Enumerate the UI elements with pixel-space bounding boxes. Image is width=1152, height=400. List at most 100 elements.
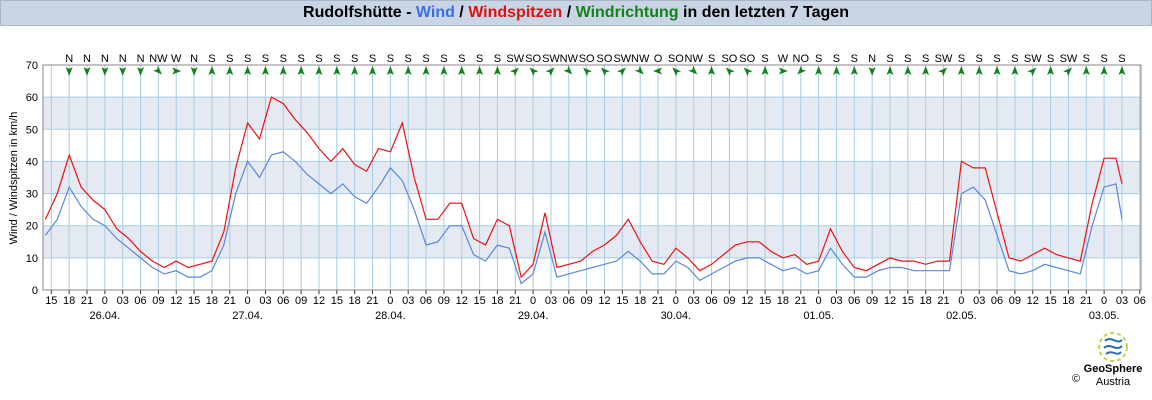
direction-arrow [458, 66, 466, 75]
direction-arrow [83, 67, 91, 76]
direction-arrow [1100, 66, 1108, 75]
direction-arrow [1011, 66, 1019, 75]
direction-label: S [815, 53, 822, 65]
direction-arrow [119, 67, 127, 76]
y-axis-label: Wind / Windspitzen in km/h [8, 112, 20, 245]
logo-icon [1098, 332, 1128, 362]
x-tick-label: 21 [509, 295, 521, 307]
y-tick-label: 50 [26, 124, 38, 136]
direction-label: S [351, 53, 358, 65]
direction-label: S [761, 53, 768, 65]
copyright: © [1072, 373, 1080, 385]
x-tick-label: 18 [491, 295, 503, 307]
title-part: in den letzten 7 Tagen [678, 4, 849, 21]
direction-label: NW [631, 53, 650, 65]
direction-label: S [333, 53, 340, 65]
direction-arrow [279, 66, 287, 75]
date-label: 29.04. [518, 310, 549, 322]
x-tick-label: 18 [63, 295, 75, 307]
direction-arrow [208, 66, 216, 75]
direction-arrow [904, 66, 912, 75]
date-label: 26.04. [90, 310, 121, 322]
direction-label: S [904, 53, 911, 65]
x-tick-label: 09 [295, 295, 307, 307]
direction-label: S [297, 53, 304, 65]
direction-label: SO [579, 53, 595, 65]
direction-label: S [886, 53, 893, 65]
chart-title: Rudolfshütte - Wind / Windspitzen / Wind… [0, 0, 1152, 26]
direction-label: S [851, 53, 858, 65]
direction-arrow [886, 66, 894, 75]
direction-label: N [868, 53, 876, 65]
direction-arrow [938, 67, 948, 77]
x-tick-label: 21 [795, 295, 807, 307]
direction-arrow [153, 65, 162, 75]
direction-label: SO [597, 53, 613, 65]
x-tick-label: 18 [920, 295, 932, 307]
y-tick-label: 10 [26, 253, 38, 265]
direction-label: N [190, 53, 198, 65]
x-tick-label: 0 [387, 295, 393, 307]
direction-label: S [833, 53, 840, 65]
x-tick-label: 0 [530, 295, 536, 307]
direction-label: S [993, 53, 1000, 65]
x-tick-label: 18 [634, 295, 646, 307]
direction-arrow [244, 66, 252, 75]
direction-arrow [369, 66, 377, 75]
direction-arrow [476, 66, 484, 75]
y-tick-label: 30 [26, 189, 38, 201]
direction-label: S [208, 53, 215, 65]
direction-arrow [672, 67, 682, 77]
direction-arrow [922, 66, 930, 75]
x-tick-label: 21 [366, 295, 378, 307]
x-tick-label: 09 [1009, 295, 1021, 307]
direction-label: SW [935, 53, 953, 65]
direction-arrow [868, 67, 876, 76]
x-tick-label: 21 [652, 295, 664, 307]
x-tick-label: 06 [420, 295, 432, 307]
plot-frame [42, 64, 1142, 291]
direction-label: S [280, 53, 287, 65]
direction-arrow [1063, 67, 1072, 77]
date-label: 03.05. [1089, 310, 1120, 322]
logo-name: GeoSphere [1084, 363, 1143, 375]
x-tick-label: 15 [188, 295, 200, 307]
direction-arrow [761, 66, 769, 75]
y-tick-label: 70 [26, 60, 38, 72]
direction-label: S [458, 53, 465, 65]
x-tick-label: 03 [1116, 295, 1128, 307]
direction-label: S [226, 53, 233, 65]
x-tick-label: 06 [134, 295, 146, 307]
x-tick-label: 12 [170, 295, 182, 307]
direction-label: S [494, 53, 501, 65]
x-tick-label: 06 [277, 295, 289, 307]
y-tick-label: 0 [32, 285, 38, 297]
y-tick-label: 20 [26, 221, 38, 233]
date-label: 02.05. [946, 310, 977, 322]
direction-arrow [563, 65, 573, 75]
direction-arrow [1027, 67, 1037, 77]
direction-arrow [65, 67, 73, 76]
direction-arrow [634, 65, 644, 75]
direction-label: S [958, 53, 965, 65]
direction-arrow [351, 66, 359, 75]
y-tick-label: 40 [26, 156, 38, 168]
x-tick-label: 03 [830, 295, 842, 307]
x-tick-label: 03 [688, 295, 700, 307]
direction-label: N [83, 53, 91, 65]
direction-arrow [101, 67, 109, 76]
x-tick-label: 21 [224, 295, 236, 307]
direction-arrow [315, 66, 323, 75]
x-tick-label: 12 [313, 295, 325, 307]
direction-arrow [440, 66, 448, 75]
logo-sub: Austria [1096, 376, 1131, 388]
direction-arrow [975, 66, 983, 75]
x-tick-label: 0 [816, 295, 822, 307]
title-part: Windrichtung [575, 4, 679, 21]
direction-arrow [725, 67, 735, 77]
direction-label: S [976, 53, 983, 65]
direction-arrow [993, 66, 1001, 75]
direction-arrow [172, 67, 182, 75]
direction-label: SW [1060, 53, 1078, 65]
direction-arrow [404, 66, 412, 75]
